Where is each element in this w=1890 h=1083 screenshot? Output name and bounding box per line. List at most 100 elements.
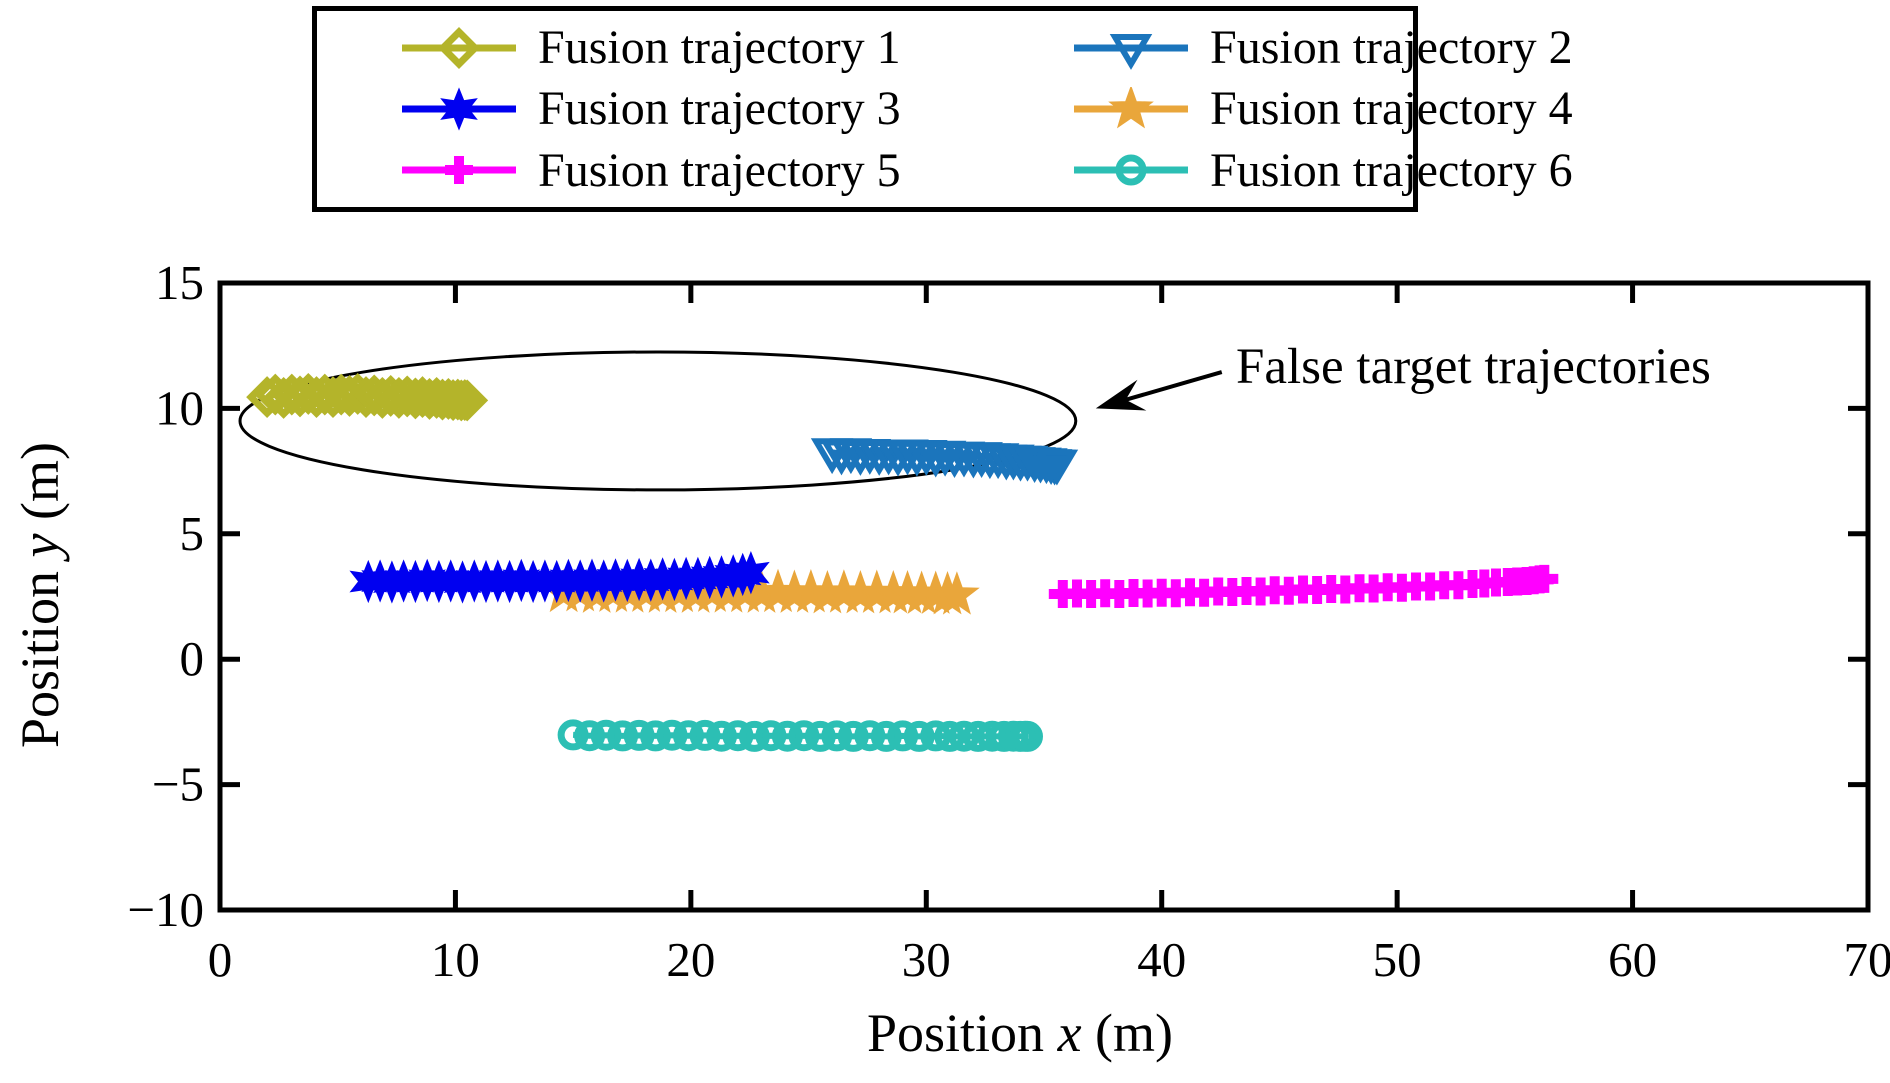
hexagram-marker <box>732 551 770 595</box>
circle-marker <box>722 720 754 752</box>
circle-marker <box>673 720 704 752</box>
x-tick-label: 40 <box>1137 932 1186 987</box>
hexagram-marker <box>440 87 478 131</box>
legend-label: Fusion trajectory 3 <box>538 82 901 136</box>
triangle-down-marker-icon <box>1074 33 1188 70</box>
false-target-ellipse <box>238 350 1078 492</box>
hexagram-marker <box>361 559 399 603</box>
series-fusion-trajectory-3 <box>349 551 770 604</box>
hexagram-marker <box>502 558 541 603</box>
circle-marker <box>623 719 655 751</box>
diamond-marker <box>270 373 313 416</box>
annotation-arrow <box>1095 370 1223 411</box>
circle-marker <box>837 720 869 752</box>
y-axis-label: Position y (m) <box>10 343 70 847</box>
circle-marker <box>689 719 721 751</box>
star-marker-icon <box>1074 86 1188 129</box>
series-fusion-trajectory-1 <box>246 372 489 422</box>
y-tick-label: −10 <box>127 882 204 937</box>
circle-marker <box>870 720 902 752</box>
diamond-marker <box>446 379 489 422</box>
circle-marker <box>821 720 853 752</box>
legend-item: Fusion trajectory 2 <box>1072 17 1573 78</box>
circle-marker <box>771 720 803 752</box>
x-tick-label: 50 <box>1373 932 1422 987</box>
hexagram-marker-icon <box>402 87 516 131</box>
circle-marker <box>948 720 980 752</box>
triangle-down-marker <box>1035 449 1079 486</box>
circle-marker <box>1115 154 1147 186</box>
circle-marker <box>755 720 787 752</box>
y-tick-label: −5 <box>152 757 204 812</box>
x-axis-label: Position x (m) <box>620 1002 1420 1064</box>
x-tick-label: 0 <box>208 932 233 987</box>
y-axis-label-unit: (m) <box>10 442 70 534</box>
legend-item: Fusion trajectory 3 <box>317 78 1072 139</box>
circle-marker <box>920 720 952 752</box>
x-tick-label: 10 <box>431 932 480 987</box>
y-tick-label: 10 <box>155 380 204 435</box>
circle-marker <box>788 720 820 752</box>
x-tick-label: 30 <box>902 932 951 987</box>
arrowhead-icon <box>1095 379 1147 411</box>
legend: Fusion trajectory 1 Fusion trajectory 2 … <box>312 6 1573 212</box>
diamond-marker-icon <box>402 26 516 69</box>
y-axis-label-text: Position <box>10 557 70 748</box>
x-tick-label: 70 <box>1844 932 1890 987</box>
circle-marker <box>656 719 688 751</box>
series-fusion-trajectory-6 <box>557 719 1043 752</box>
triangle-down-marker <box>1109 33 1153 70</box>
series-fusion-trajectory-2 <box>810 438 1079 486</box>
plus-marker <box>1530 564 1559 593</box>
legend-label: Fusion trajectory 2 <box>1210 21 1573 75</box>
circle-marker <box>804 720 836 752</box>
diamond-marker <box>438 26 480 69</box>
circle-marker <box>640 720 671 752</box>
legend-item: Fusion trajectory 1 <box>317 17 1072 78</box>
circle-marker <box>557 719 589 751</box>
legend-label: Fusion trajectory 5 <box>538 143 901 197</box>
circle-marker <box>1012 720 1043 752</box>
star-marker <box>934 571 980 615</box>
hexagram-marker <box>573 558 611 602</box>
circle-marker <box>934 720 966 752</box>
circle-marker <box>887 720 919 752</box>
circle-marker <box>706 720 737 752</box>
legend-label: Fusion trajectory 6 <box>1210 143 1573 197</box>
plus-marker <box>445 156 473 185</box>
hexagram-marker <box>431 559 470 603</box>
y-tick-label: 5 <box>180 506 205 561</box>
false-target-annotation: False target trajectories <box>1236 339 1711 395</box>
circle-marker <box>574 720 606 752</box>
plus-marker-icon <box>402 156 516 185</box>
plot-frame <box>217 280 1871 913</box>
legend-label: Fusion trajectory 4 <box>1210 82 1573 136</box>
x-axis-label-text: Position <box>867 1003 1058 1063</box>
y-tick-label: 0 <box>180 631 205 686</box>
diamond-marker <box>320 373 363 416</box>
axis-ticks <box>217 280 1871 913</box>
x-tick-label: 20 <box>666 932 715 987</box>
circle-marker <box>854 720 886 752</box>
circle-marker <box>607 720 639 752</box>
y-tick-label: 15 <box>155 255 204 310</box>
star-marker <box>1108 86 1154 129</box>
legend-label: Fusion trajectory 1 <box>538 21 901 75</box>
circle-marker-icon <box>1074 154 1188 186</box>
hexagram-marker <box>408 558 447 603</box>
legend-item: Fusion trajectory 5 <box>317 140 1072 201</box>
circle-marker <box>903 720 935 752</box>
series-fusion-trajectory-5 <box>1048 564 1559 608</box>
x-axis-label-unit: (m) <box>1081 1003 1173 1063</box>
legend-item: Fusion trajectory 4 <box>1072 78 1573 139</box>
circle-marker <box>738 720 770 752</box>
x-tick-label: 60 <box>1608 932 1657 987</box>
legend-item: Fusion trajectory 6 <box>1072 140 1573 201</box>
y-axis-label-var: y <box>10 533 70 558</box>
x-axis-label-var: x <box>1057 1003 1082 1063</box>
circle-marker <box>590 719 622 751</box>
hexagram-marker <box>455 559 494 603</box>
